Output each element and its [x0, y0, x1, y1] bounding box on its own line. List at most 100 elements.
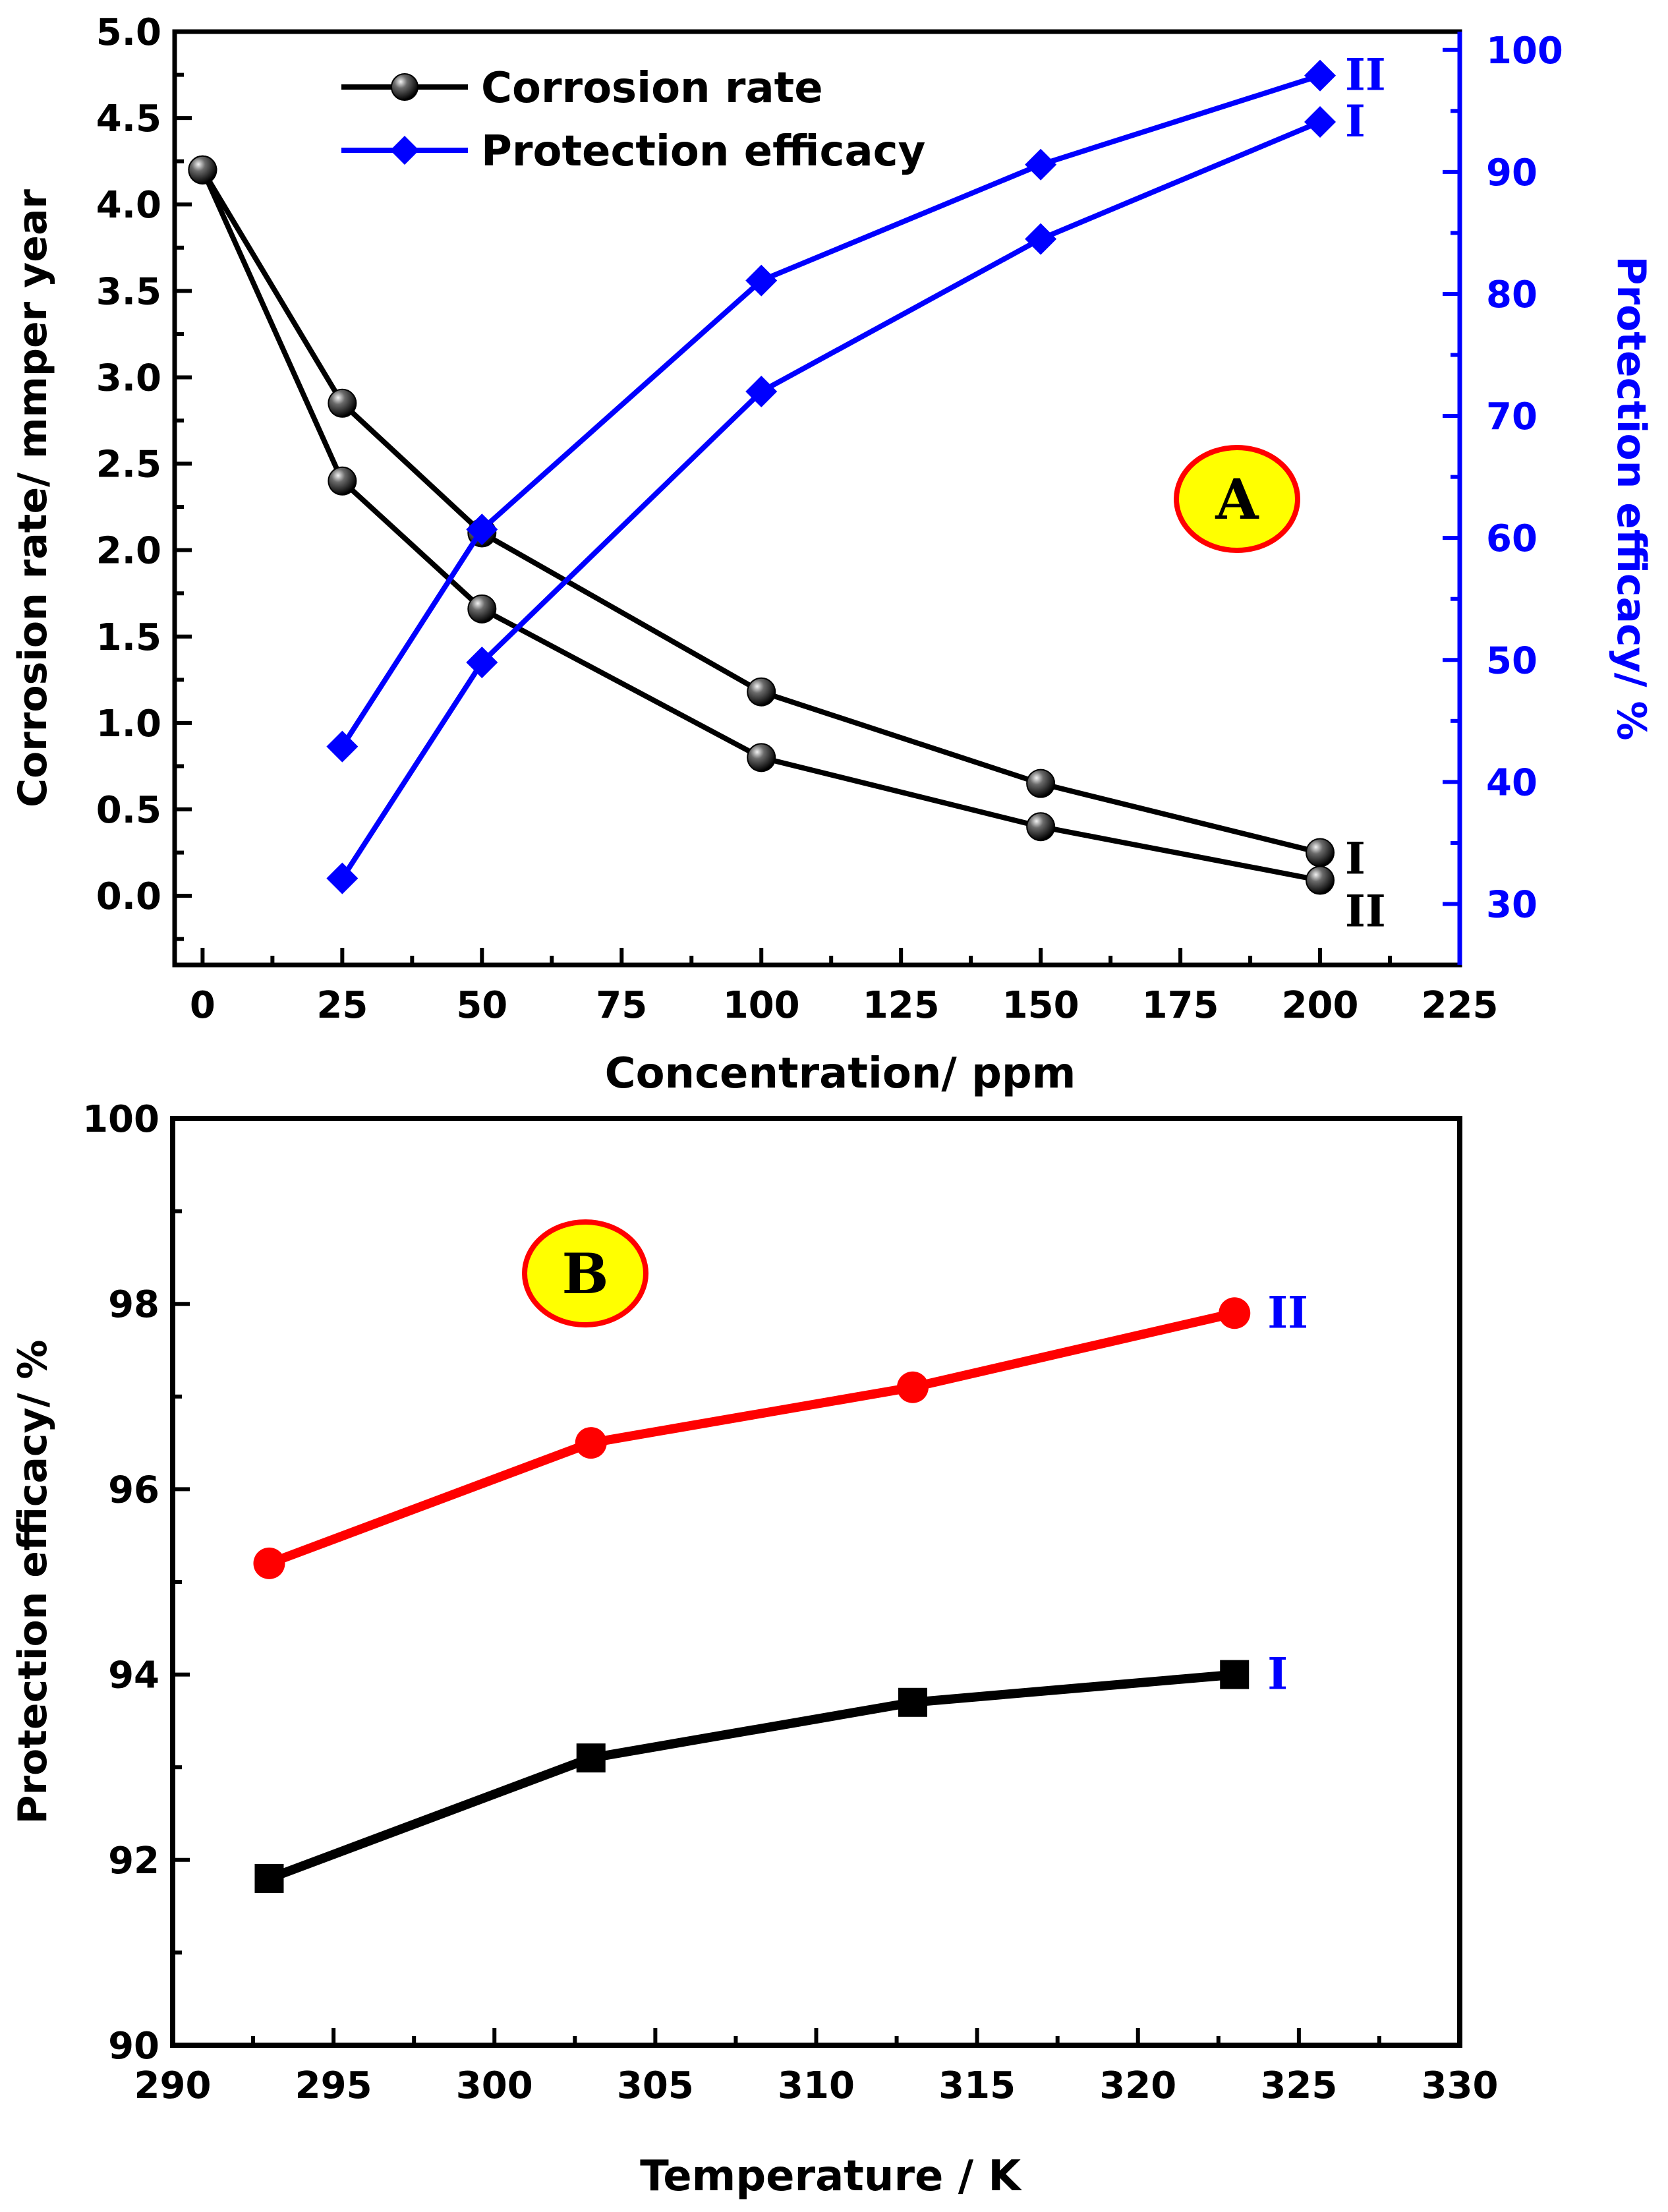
a-point-efficacy — [745, 376, 778, 408]
a-series-line — [200, 168, 1321, 856]
panel-a-badge-ellipse — [1174, 445, 1300, 553]
panel-a: 0 25 50 75 100 125 150 175 200 225 0.0 0.5 1.0 1.5 2.0… — [10, 11, 1654, 1098]
b-point-circle — [575, 1427, 607, 1459]
b-xtick-label: 305 — [617, 2064, 694, 2107]
panel-b-ticks — [171, 1117, 1462, 2047]
panel-b-series — [253, 1297, 1251, 1893]
a-point-corrosion — [1306, 865, 1335, 895]
a-ytick-left-label: 1.0 — [96, 703, 161, 745]
legend-efficacy-label: Protection efficacy — [481, 127, 925, 176]
a-point-efficacy — [745, 264, 778, 297]
b-ytick-label: 90 — [108, 2025, 159, 2068]
a-ytick-right-label: 100 — [1486, 30, 1563, 73]
b-point-square — [898, 1687, 927, 1717]
a-xtick-label: 50 — [456, 984, 507, 1027]
legend-efficacy-marker — [390, 136, 419, 165]
b-point-circle — [896, 1371, 929, 1403]
a-xtick-label: 200 — [1282, 984, 1359, 1027]
b-xtick-label: 320 — [1099, 2064, 1176, 2107]
a-series-line — [339, 73, 1321, 748]
a-xtick-label: 75 — [596, 984, 647, 1027]
a-point-efficacy — [1025, 223, 1057, 255]
a-point-efficacy — [326, 862, 359, 894]
a-ytick-right-label: 40 — [1486, 761, 1538, 804]
a-ytick-right-label: 50 — [1486, 639, 1538, 682]
a-ytick-left-label: 0.0 — [96, 875, 161, 918]
panel-a-badge: A — [1174, 445, 1300, 553]
a-ytick-left-label: 3.5 — [96, 270, 161, 313]
a-point-corrosion — [747, 743, 776, 772]
a-series-line — [339, 119, 1321, 880]
b-ytick-label: 100 — [82, 1098, 159, 1141]
b-series-end-label: II — [1267, 1287, 1308, 1338]
legend-corrosion-marker — [391, 73, 418, 101]
a-xtick-label: 25 — [316, 984, 368, 1027]
panel-b-plot-frame — [170, 1116, 1462, 2048]
a-point-corrosion — [467, 594, 497, 624]
a-ytick-right-label: 90 — [1486, 152, 1538, 194]
a-point-corrosion — [1306, 838, 1335, 867]
b-xtick-label: 310 — [778, 2064, 855, 2107]
a-ytick-left-label: 5.0 — [96, 11, 161, 54]
a-point-corrosion — [328, 466, 357, 496]
a-ytick-right-label: 80 — [1486, 274, 1538, 316]
a-point-corrosion — [1026, 812, 1056, 842]
a-series-end-label: I — [1345, 96, 1366, 147]
panel-a-badge-label: A — [1215, 467, 1259, 532]
a-ytick-right-label: 30 — [1486, 883, 1538, 926]
panel-a-series — [188, 59, 1337, 895]
a-point-efficacy — [1304, 59, 1337, 92]
a-point-efficacy — [466, 646, 498, 678]
panel-b-badge-label: B — [562, 1241, 609, 1306]
b-ytick-label: 92 — [108, 1840, 159, 1882]
b-point-square — [576, 1743, 606, 1773]
a-xtick-label: 125 — [863, 984, 940, 1027]
a-point-corrosion — [747, 677, 776, 707]
a-xtick-label: 175 — [1142, 984, 1219, 1027]
b-point-circle — [253, 1547, 285, 1579]
panel-a-ylabel-left: Corrosion rate/ mmper year — [10, 189, 56, 807]
a-xtick-label: 150 — [1002, 984, 1079, 1027]
a-ytick-left-label: 4.5 — [96, 98, 161, 140]
a-point-efficacy — [326, 730, 359, 763]
a-point-corrosion — [188, 155, 217, 185]
panel-a-ylabel-right: Protection efficacy/ % — [1608, 256, 1654, 740]
b-xtick-label: 330 — [1422, 2064, 1499, 2107]
a-point-corrosion — [328, 388, 357, 418]
a-series-end-label: II — [1345, 49, 1386, 101]
a-series-end-label: II — [1345, 886, 1386, 937]
a-ytick-left-label: 0.5 — [96, 789, 161, 832]
b-point-square — [254, 1863, 284, 1893]
b-series-line — [268, 1308, 1236, 1568]
b-point-circle — [1219, 1297, 1251, 1329]
b-series-line — [268, 1670, 1235, 1883]
a-point-efficacy — [466, 513, 498, 546]
b-point-square — [1220, 1660, 1250, 1689]
panel-a-tick-labels: 0 25 50 75 100 125 150 175 200 225 0.0 0.5 1.0 1.5 2.0… — [96, 11, 1563, 1027]
b-ytick-label: 94 — [108, 1654, 159, 1697]
a-series-line — [200, 169, 1321, 883]
a-xtick-label: 100 — [723, 984, 800, 1027]
a-ytick-left-label: 2.5 — [96, 444, 161, 486]
a-ytick-left-label: 1.5 — [96, 616, 161, 659]
b-ytick-label: 98 — [108, 1283, 159, 1326]
panel-a-legend: Corrosion rate Protection efficacy — [341, 64, 925, 176]
b-xtick-label: 290 — [134, 2064, 212, 2107]
a-point-efficacy — [1304, 105, 1337, 138]
panel-a-xlabel: Concentration/ ppm — [605, 1049, 1076, 1098]
a-ytick-right-label: 70 — [1486, 395, 1538, 438]
b-ytick-label: 96 — [108, 1469, 159, 1511]
panel-b-xlabel: Temperature / K — [640, 2152, 1022, 2201]
a-point-efficacy — [1025, 148, 1057, 181]
a-xtick-label: 225 — [1422, 984, 1499, 1027]
b-xtick-label: 325 — [1260, 2064, 1337, 2107]
a-ytick-left-label: 3.0 — [96, 357, 161, 399]
a-xtick-label: 0 — [190, 984, 216, 1027]
panel-b-badge: B — [522, 1219, 648, 1327]
panel-b-badge-ellipse — [522, 1219, 648, 1327]
a-point-corrosion — [1026, 769, 1056, 798]
panel-b-tick-labels: 290 295 300 305 310 315 320 325 330 90 92 94 96 98 100… — [82, 1098, 1498, 2107]
a-ytick-left-label: 4.0 — [96, 184, 161, 227]
panel-b-ylabel: Protection efficacy/ % — [10, 1339, 56, 1824]
